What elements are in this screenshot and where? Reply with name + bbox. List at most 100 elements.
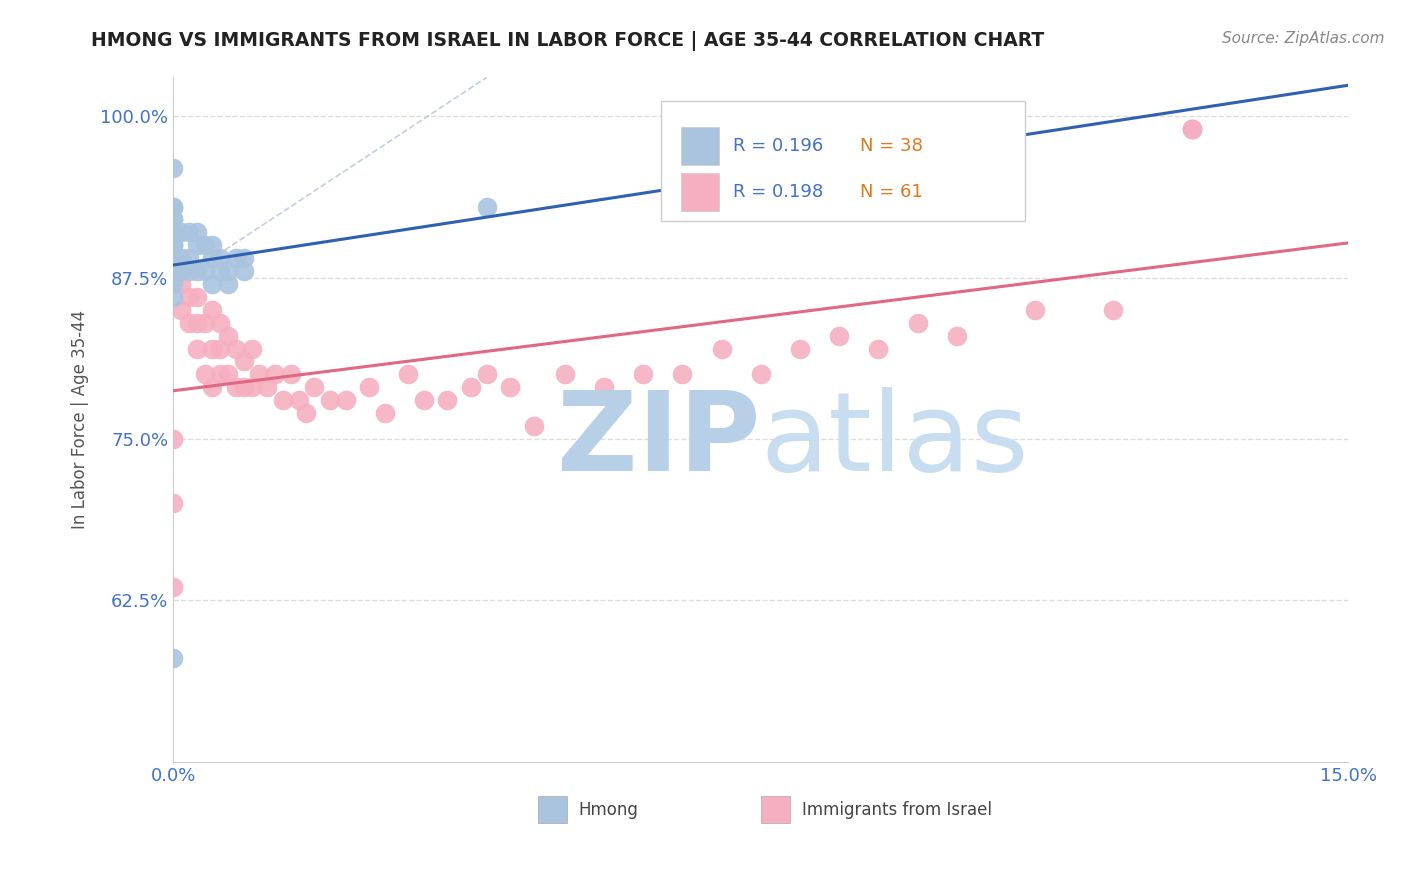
Point [162, 200, 184, 214]
Point [633, 368, 655, 382]
Point [162, 238, 184, 252]
Point [193, 264, 215, 278]
Point [177, 225, 200, 239]
Point [170, 277, 193, 291]
Text: R = 0.198: R = 0.198 [733, 183, 823, 201]
Point [475, 200, 498, 214]
Point [1102, 302, 1125, 317]
Point [162, 277, 184, 291]
Point [177, 251, 200, 265]
Point [201, 302, 224, 317]
Point [162, 161, 184, 175]
Point [162, 238, 184, 252]
Point [749, 368, 772, 382]
Point [162, 264, 184, 278]
Point [225, 251, 247, 265]
Point [232, 251, 254, 265]
Point [868, 342, 890, 356]
FancyBboxPatch shape [761, 796, 790, 823]
Point [170, 251, 193, 265]
Point [232, 380, 254, 394]
Point [217, 328, 239, 343]
Point [436, 393, 458, 408]
Point [271, 393, 294, 408]
Point [247, 368, 270, 382]
Point [217, 277, 239, 291]
Text: atlas: atlas [761, 386, 1029, 493]
Point [671, 368, 693, 382]
Point [593, 380, 616, 394]
Point [264, 368, 287, 382]
Point [374, 406, 396, 420]
Point [201, 380, 224, 394]
Point [201, 238, 224, 252]
Point [209, 264, 232, 278]
FancyBboxPatch shape [681, 127, 718, 165]
Point [162, 290, 184, 304]
Point [186, 225, 208, 239]
Point [162, 264, 184, 278]
Point [186, 290, 208, 304]
Point [209, 251, 232, 265]
Text: Hmong: Hmong [579, 800, 638, 819]
Point [209, 316, 232, 330]
Point [186, 316, 208, 330]
Point [193, 316, 215, 330]
Point [177, 316, 200, 330]
Point [523, 419, 546, 434]
Point [1181, 122, 1204, 136]
Point [396, 368, 419, 382]
Point [225, 380, 247, 394]
Point [209, 368, 232, 382]
Point [162, 212, 184, 227]
Point [177, 290, 200, 304]
Point [828, 328, 851, 343]
Point [907, 316, 929, 330]
Point [162, 200, 184, 214]
Point [162, 225, 184, 239]
Point [162, 212, 184, 227]
Point [1181, 122, 1204, 136]
Text: N = 61: N = 61 [859, 183, 922, 201]
Point [186, 342, 208, 356]
Point [1181, 122, 1204, 136]
Point [186, 238, 208, 252]
Point [280, 368, 302, 382]
Point [193, 368, 215, 382]
Point [710, 342, 733, 356]
Point [240, 342, 263, 356]
Point [256, 380, 278, 394]
Point [475, 368, 498, 382]
Point [201, 342, 224, 356]
Point [789, 342, 811, 356]
Point [217, 264, 239, 278]
Text: N = 38: N = 38 [859, 136, 922, 155]
Point [499, 380, 522, 394]
Point [460, 380, 482, 394]
Point [201, 251, 224, 265]
Point [554, 368, 576, 382]
Point [319, 393, 342, 408]
Point [287, 393, 309, 408]
Point [359, 380, 381, 394]
Point [302, 380, 325, 394]
FancyBboxPatch shape [681, 173, 718, 211]
Point [186, 264, 208, 278]
Point [217, 368, 239, 382]
Point [170, 225, 193, 239]
Y-axis label: In Labor Force | Age 35-44: In Labor Force | Age 35-44 [72, 310, 89, 529]
Point [162, 225, 184, 239]
Point [193, 238, 215, 252]
FancyBboxPatch shape [537, 796, 567, 823]
Text: R = 0.196: R = 0.196 [733, 136, 823, 155]
Point [162, 251, 184, 265]
Point [945, 328, 967, 343]
Point [413, 393, 436, 408]
Point [162, 651, 184, 665]
Point [232, 354, 254, 368]
Point [201, 277, 224, 291]
Point [162, 238, 184, 252]
Point [295, 406, 318, 420]
Point [170, 264, 193, 278]
Point [177, 264, 200, 278]
